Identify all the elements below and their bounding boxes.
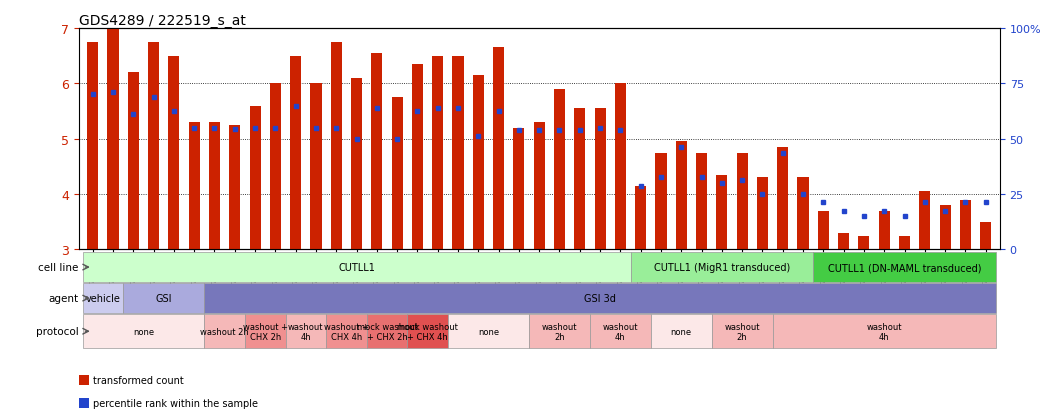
Bar [83,252,630,282]
Bar [574,109,585,250]
Bar [960,200,971,250]
Text: vehicle: vehicle [86,293,120,304]
Bar [773,315,996,348]
Bar [229,126,241,250]
Bar [655,153,667,250]
Bar [939,206,951,250]
Text: CUTLL1 (DN-MAML transduced): CUTLL1 (DN-MAML transduced) [828,262,981,273]
Bar [513,128,525,250]
Bar [270,84,281,250]
Text: protocol: protocol [36,326,79,337]
Bar [878,211,890,250]
Bar [411,65,423,250]
Bar [87,43,98,250]
Bar [83,283,124,313]
Bar [798,178,808,250]
Bar [529,315,589,348]
Bar [630,252,814,282]
Text: transformed count: transformed count [93,375,184,385]
Text: GSI: GSI [156,293,172,304]
Text: CUTLL1 (MigR1 transduced): CUTLL1 (MigR1 transduced) [653,262,790,273]
Text: mock washout
+ CHX 4h: mock washout + CHX 4h [397,322,458,341]
Bar [838,233,849,250]
Bar [124,283,204,313]
Bar [366,315,407,348]
Bar [148,43,159,250]
Bar [595,109,605,250]
Bar [79,375,89,385]
Bar [188,123,200,250]
Bar [777,148,788,250]
Bar [696,153,707,250]
Text: washout
4h: washout 4h [288,322,324,341]
Bar [83,315,204,348]
Bar [757,178,768,250]
Bar [79,398,89,408]
Bar [589,315,651,348]
Bar [737,153,748,250]
Text: none: none [133,327,154,336]
Bar [286,315,326,348]
Bar [554,90,565,250]
Bar [326,315,366,348]
Bar [716,175,728,250]
Bar [473,76,484,250]
Text: agent: agent [48,293,79,304]
Bar [245,315,286,348]
Bar [675,142,687,250]
Bar [204,283,996,313]
Bar [310,84,321,250]
Bar [452,57,464,250]
Bar [636,186,646,250]
Bar [712,315,773,348]
Text: washout 2h: washout 2h [200,327,249,336]
Bar [859,236,869,250]
Bar [448,315,529,348]
Text: washout
4h: washout 4h [603,322,638,341]
Text: GDS4289 / 222519_s_at: GDS4289 / 222519_s_at [79,14,245,28]
Text: GSI 3d: GSI 3d [584,293,616,304]
Text: mock washout
+ CHX 2h: mock washout + CHX 2h [357,322,418,341]
Bar [392,98,403,250]
Text: percentile rank within the sample: percentile rank within the sample [93,398,259,408]
Text: washout
4h: washout 4h [867,322,901,341]
Text: none: none [477,327,499,336]
Bar [331,43,341,250]
Text: washout
2h: washout 2h [541,322,577,341]
Bar [407,315,448,348]
Bar [372,54,382,250]
Bar [351,78,362,250]
Bar [290,57,302,250]
Bar [615,84,626,250]
Bar [919,192,931,250]
Bar [651,315,712,348]
Text: washout +
CHX 4h: washout + CHX 4h [324,322,369,341]
Text: washout +
CHX 2h: washout + CHX 2h [243,322,288,341]
Bar [169,57,179,250]
Bar [249,106,261,250]
Bar [534,123,544,250]
Text: none: none [671,327,692,336]
Bar [899,236,910,250]
Text: washout
2h: washout 2h [725,322,760,341]
Bar [108,29,118,250]
Bar [493,48,505,250]
Bar [128,73,139,250]
Text: cell line: cell line [38,262,79,273]
Bar [980,222,992,250]
Bar [432,57,443,250]
Text: CUTLL1: CUTLL1 [338,262,375,273]
Bar [204,315,245,348]
Bar [818,211,829,250]
Bar [814,252,996,282]
Bar [209,123,220,250]
